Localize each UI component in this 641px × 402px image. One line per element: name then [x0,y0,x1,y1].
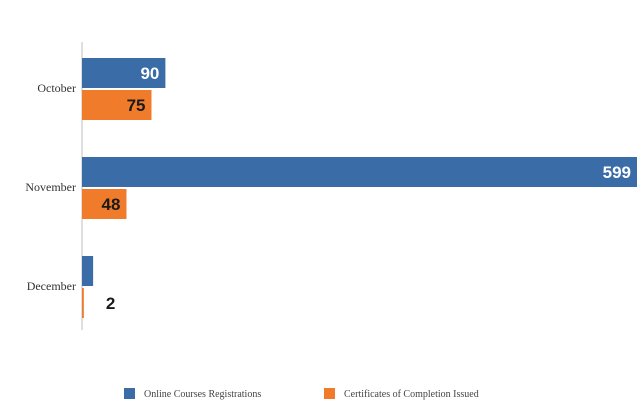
bars-group: 90 75 599 48 2 [82,58,637,318]
bar-registrations-october [82,58,166,88]
bar-certificates-december [82,288,84,318]
legend: Online Courses Registrations Certificates… [124,388,479,400]
data-label: 90 [140,64,159,83]
data-label: 75 [127,96,146,115]
bar-certificates-november [82,189,127,219]
category-label: December [27,279,76,293]
category-labels: October November December [25,81,76,293]
data-label: 48 [102,195,121,214]
data-label: 2 [106,294,115,313]
category-label: October [37,81,76,95]
bar-registrations-november [82,157,637,187]
category-label: November [25,180,76,194]
legend-label: Online Courses Registrations [144,389,261,400]
legend-label: Certificates of Completion Issued [344,389,479,400]
legend-swatch [324,388,335,399]
bar-registrations-december [82,256,94,286]
legend-swatch [124,388,135,399]
data-label: 599 [603,163,631,182]
bar-certificates-october [82,90,152,120]
